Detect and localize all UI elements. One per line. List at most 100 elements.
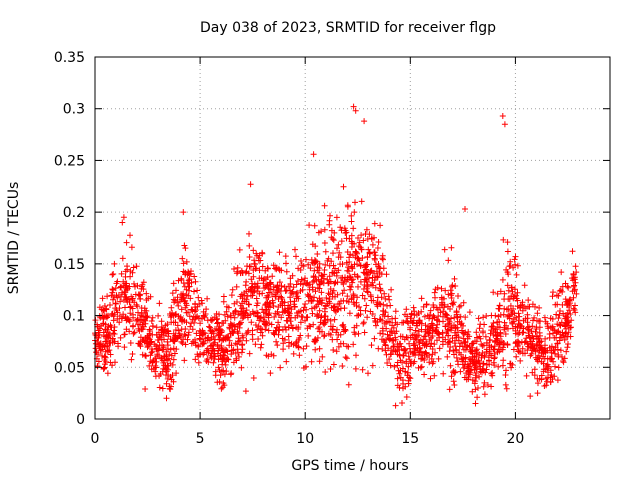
data-point bbox=[364, 272, 371, 278]
data-point bbox=[149, 314, 156, 321]
data-point bbox=[369, 274, 376, 281]
data-point bbox=[239, 305, 245, 312]
data-point bbox=[457, 302, 464, 309]
data-point bbox=[532, 354, 539, 361]
data-point bbox=[332, 265, 338, 272]
data-point bbox=[412, 327, 419, 334]
data-point bbox=[244, 263, 250, 270]
data-point bbox=[131, 280, 137, 287]
data-point bbox=[163, 395, 170, 402]
data-point bbox=[435, 355, 442, 362]
data-point bbox=[279, 335, 286, 342]
data-point bbox=[342, 354, 349, 361]
chart-title: Day 038 of 2023, SRMTID for receiver flg… bbox=[200, 20, 496, 36]
data-point bbox=[263, 319, 270, 326]
data-point bbox=[349, 265, 356, 272]
data-point bbox=[134, 282, 141, 289]
data-point bbox=[358, 232, 365, 239]
data-point bbox=[187, 323, 194, 330]
data-point bbox=[466, 333, 473, 340]
data-point bbox=[558, 269, 565, 276]
data-point bbox=[400, 380, 407, 387]
data-point bbox=[210, 359, 217, 366]
data-point bbox=[527, 393, 534, 400]
data-point bbox=[181, 242, 188, 249]
data-point bbox=[329, 293, 336, 300]
data-point bbox=[143, 297, 150, 303]
data-point bbox=[334, 326, 340, 333]
data-point bbox=[222, 317, 229, 324]
data-point bbox=[459, 355, 466, 362]
data-point bbox=[441, 246, 448, 253]
data-point bbox=[410, 340, 417, 347]
data-point bbox=[327, 331, 334, 338]
data-point bbox=[408, 311, 415, 318]
data-point bbox=[327, 317, 334, 324]
data-point bbox=[447, 362, 454, 369]
data-point bbox=[387, 302, 394, 309]
data-point bbox=[421, 342, 428, 348]
data-point bbox=[137, 334, 144, 341]
data-point bbox=[387, 362, 394, 369]
data-point bbox=[386, 356, 393, 363]
data-point bbox=[399, 365, 406, 372]
data-point bbox=[466, 309, 473, 316]
data-point bbox=[392, 402, 399, 409]
data-point bbox=[104, 370, 111, 377]
data-point bbox=[228, 292, 235, 299]
data-point bbox=[385, 318, 391, 325]
data-point bbox=[450, 378, 457, 385]
data-point bbox=[300, 263, 307, 270]
data-point bbox=[310, 151, 317, 158]
data-point bbox=[234, 328, 241, 335]
data-point bbox=[570, 270, 577, 277]
data-point bbox=[251, 287, 258, 294]
y-tick-label: 0.05 bbox=[54, 360, 85, 376]
data-point bbox=[204, 295, 211, 302]
data-point bbox=[346, 283, 353, 290]
data-point bbox=[298, 258, 304, 264]
data-point bbox=[127, 340, 134, 346]
data-point bbox=[496, 318, 503, 325]
data-point bbox=[295, 278, 301, 284]
data-point bbox=[519, 345, 526, 352]
data-point bbox=[555, 292, 562, 299]
data-point bbox=[214, 379, 221, 386]
data-point bbox=[254, 326, 261, 333]
data-point bbox=[319, 328, 325, 335]
data-point bbox=[448, 327, 455, 334]
data-point bbox=[368, 342, 375, 349]
data-point bbox=[501, 305, 508, 312]
data-point bbox=[285, 343, 292, 350]
data-point bbox=[377, 265, 384, 272]
data-point bbox=[520, 317, 527, 324]
data-point bbox=[302, 301, 309, 307]
data-point bbox=[303, 363, 309, 370]
data-point bbox=[546, 334, 553, 341]
data-point bbox=[448, 244, 455, 251]
data-point bbox=[479, 350, 486, 356]
data-point bbox=[275, 319, 282, 326]
data-point bbox=[461, 346, 467, 353]
data-point bbox=[474, 334, 480, 341]
data-point bbox=[513, 353, 520, 360]
data-point bbox=[403, 360, 410, 367]
data-point bbox=[197, 320, 204, 327]
data-point bbox=[130, 264, 137, 271]
data-point bbox=[220, 351, 227, 358]
data-point bbox=[473, 329, 480, 336]
data-point bbox=[480, 329, 486, 336]
data-point bbox=[340, 297, 347, 304]
data-point bbox=[382, 341, 389, 348]
data-point bbox=[333, 214, 340, 221]
data-point bbox=[541, 314, 548, 321]
data-point bbox=[467, 356, 474, 363]
data-point bbox=[269, 291, 275, 297]
data-point bbox=[343, 355, 350, 362]
data-point bbox=[100, 307, 107, 313]
data-point bbox=[182, 332, 189, 339]
data-point bbox=[272, 293, 279, 300]
data-point bbox=[322, 369, 329, 375]
data-point bbox=[120, 311, 127, 318]
data-point bbox=[382, 295, 389, 302]
